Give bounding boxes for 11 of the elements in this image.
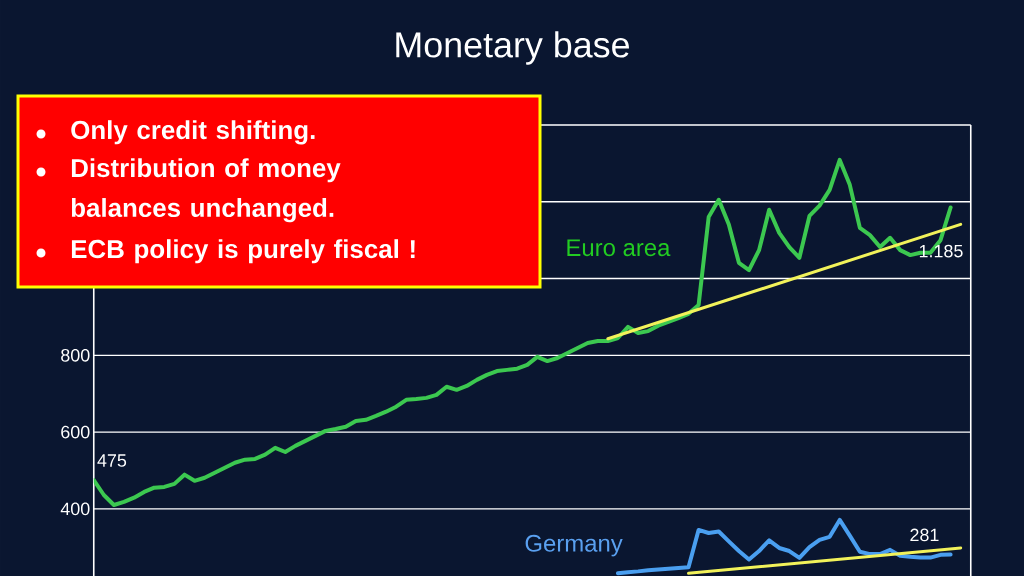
series-label: Euro area — [567, 239, 671, 257]
y-tick-label: 600 — [61, 425, 90, 439]
annotation: 475 — [97, 454, 127, 467]
y-tick-label: 800 — [61, 348, 90, 362]
annotation: Distribution of money balances unchanged. — [71, 158, 341, 223]
y-tick-label: 400 — [60, 502, 90, 516]
chart-title: Monetary base — [396, 31, 629, 65]
annotation: 281 — [910, 528, 939, 542]
annotation: Only credit shifting. — [71, 120, 315, 145]
annotation: ECB policy is purely fiscal ! — [71, 239, 415, 264]
series-label: Germany — [525, 534, 623, 557]
